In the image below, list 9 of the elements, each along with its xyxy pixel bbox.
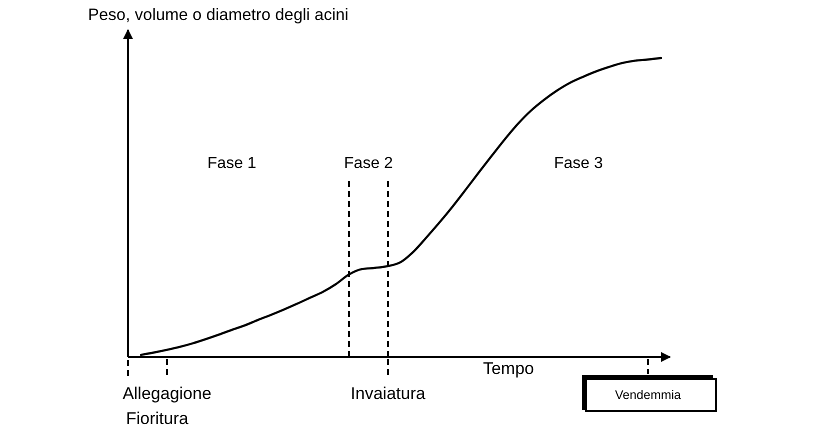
x-tick-label: Invaiatura bbox=[350, 384, 426, 402]
y-axis-title: Peso, volume o diametro degli acini bbox=[88, 6, 348, 24]
annotation: Fase 3 bbox=[554, 154, 603, 172]
x-tick-label: Allegagione bbox=[122, 384, 212, 402]
x-axis-title: Tempo bbox=[482, 358, 534, 378]
annotation: Fase 2 bbox=[344, 154, 394, 172]
text: Fioritura bbox=[126, 408, 189, 428]
x-tick-label: Vendemmia bbox=[614, 388, 682, 402]
annotation: Fase 1 bbox=[207, 154, 256, 172]
